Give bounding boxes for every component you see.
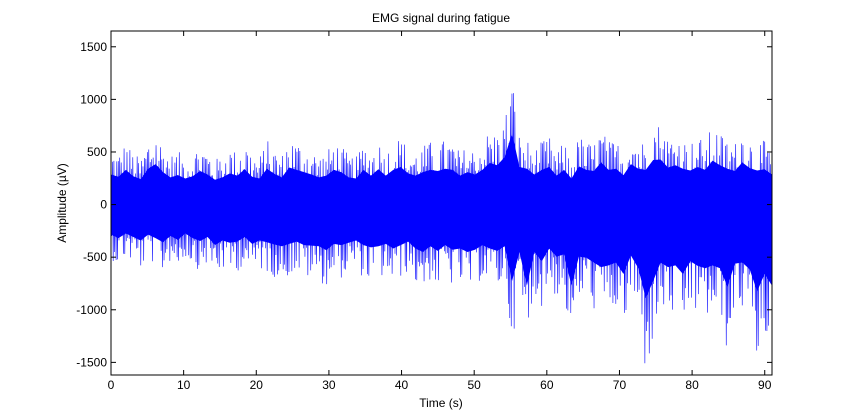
x-tick-label: 70 xyxy=(613,378,627,392)
x-axis-label: Time (s) xyxy=(419,396,463,410)
x-tick-label: 80 xyxy=(685,378,699,392)
y-tick-label: 0 xyxy=(100,198,107,212)
x-tick-label: 40 xyxy=(395,378,409,392)
y-axis: -1500 -1000 -500 0 500 1000 1500 xyxy=(76,40,772,369)
x-axis: 0 10 20 30 40 50 60 70 80 90 xyxy=(108,31,772,392)
y-tick-label: -500 xyxy=(83,250,107,264)
x-tick-label: 30 xyxy=(322,378,336,392)
y-tick-label: 1500 xyxy=(80,40,107,54)
signal-layer xyxy=(110,93,773,364)
x-tick-label: 90 xyxy=(758,378,772,392)
y-tick-label: 500 xyxy=(87,145,107,159)
x-tick-label: 50 xyxy=(468,378,482,392)
plot-frame xyxy=(110,30,773,376)
x-tick-label: 20 xyxy=(250,378,264,392)
y-tick-label: -1000 xyxy=(76,303,107,317)
y-axis-label: Amplitude (µV) xyxy=(55,163,69,243)
x-tick-label: 10 xyxy=(177,378,191,392)
x-tick-label: 0 xyxy=(108,378,115,392)
x-tick-label: 60 xyxy=(540,378,554,392)
emg-signal-line xyxy=(110,93,773,364)
chart-title: EMG signal during fatigue xyxy=(372,11,510,25)
y-tick-label: 1000 xyxy=(80,92,107,106)
y-tick-label: -1500 xyxy=(76,355,107,369)
